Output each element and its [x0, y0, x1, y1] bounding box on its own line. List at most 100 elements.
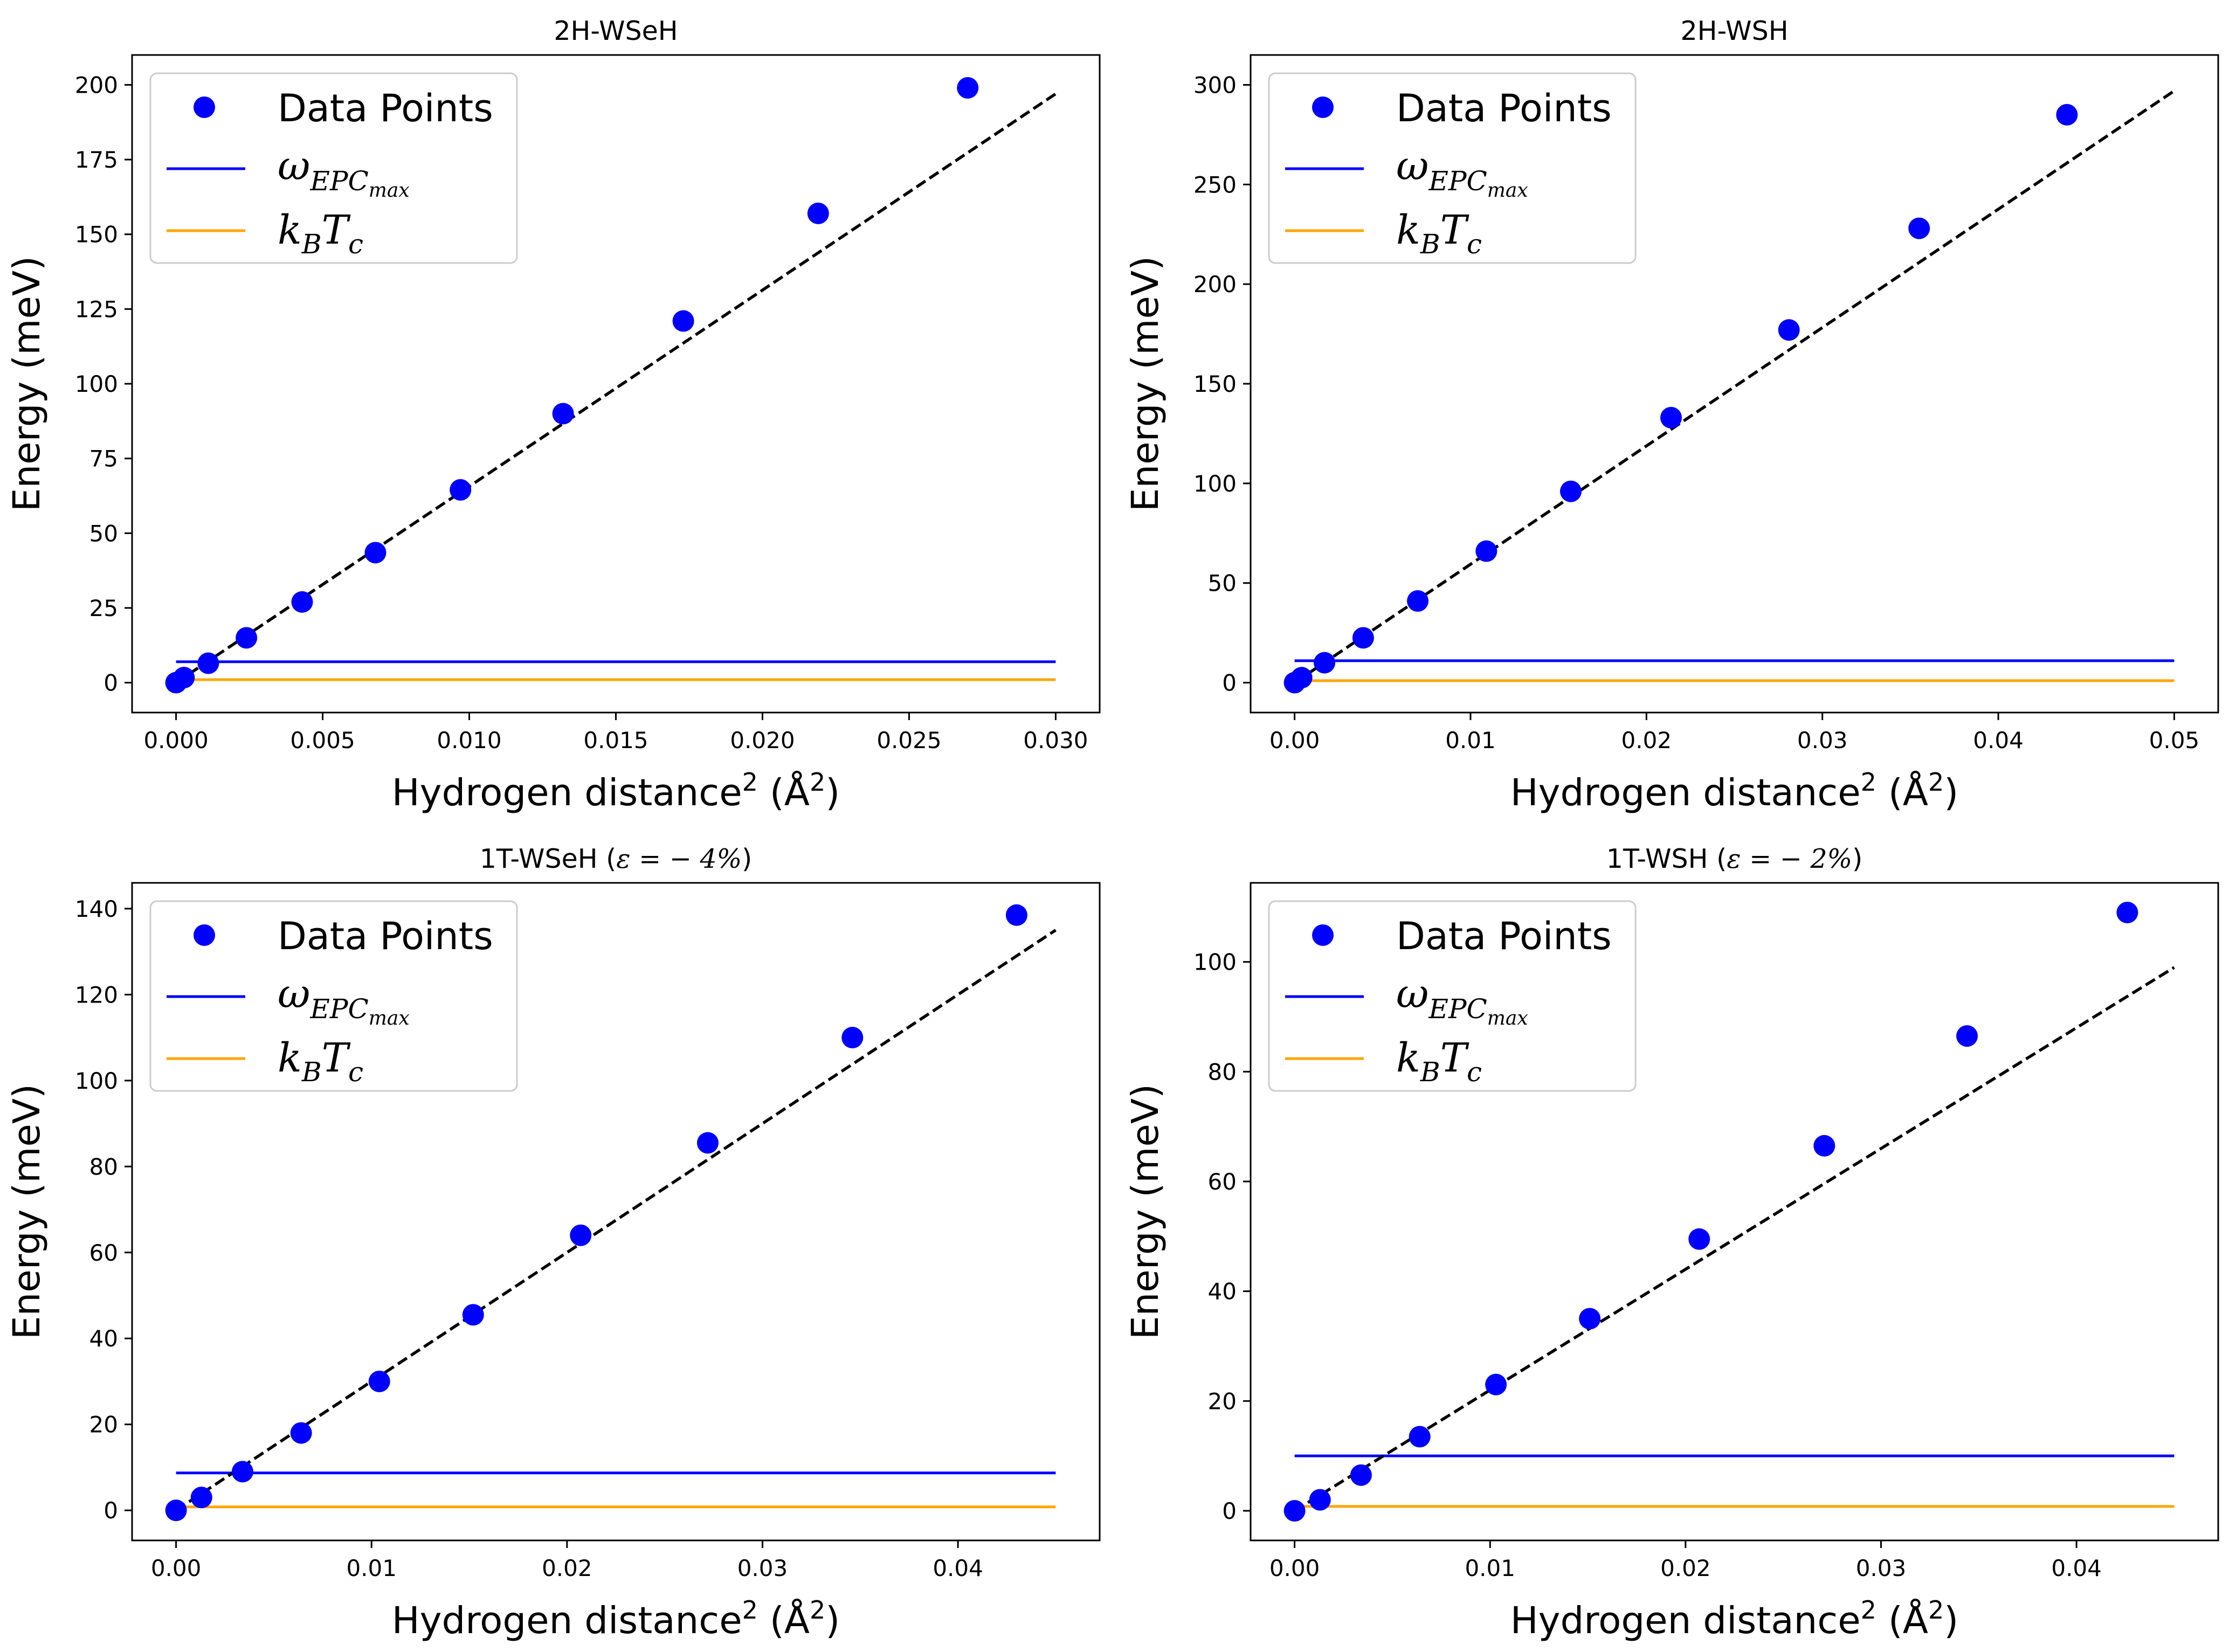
y-tick-label: 140 — [75, 896, 118, 922]
y-tick-label: 60 — [1208, 1169, 1237, 1195]
legend-marker-data-points — [194, 96, 215, 118]
data-point — [696, 1132, 719, 1154]
axes-frame — [1250, 882, 2219, 1542]
y-tick-label: 50 — [89, 520, 118, 547]
legend-t-symbol: T — [322, 207, 351, 253]
legend-label-omega: ωEPCmax — [1396, 143, 1528, 202]
data-point — [290, 1422, 312, 1444]
y-tick-label: 25 — [89, 595, 118, 621]
data-point — [841, 1027, 864, 1049]
y-tick-label: 0 — [1222, 670, 1237, 696]
y-tick-label: 175 — [75, 147, 118, 173]
legend-label-omega: ωEPCmax — [1396, 971, 1528, 1029]
x-axis-label-unit: (Å — [1876, 1598, 1928, 1642]
fit-line — [175, 92, 1057, 684]
data-point — [462, 1304, 484, 1326]
x-axis-label-close: ) — [825, 771, 840, 814]
x-axis-label: Hydrogen distance2 (Å2) — [1510, 768, 1958, 814]
y-tick-label: 300 — [1193, 72, 1237, 98]
plot-area — [1283, 89, 2175, 694]
plot-area — [1283, 901, 2175, 1522]
x-axis-label-sup: 2 — [742, 1595, 758, 1625]
x-axis-label-text: Hydrogen distance — [392, 1599, 742, 1642]
legend-omega-sub: EPC — [309, 993, 368, 1025]
legend-t-symbol: T — [1440, 1035, 1469, 1081]
data-point — [1352, 627, 1374, 649]
y-tick-label: 100 — [1193, 949, 1237, 976]
x-tick-label: 0.05 — [2149, 727, 2200, 754]
x-axis-label: Hydrogen distance2 (Å2) — [392, 768, 840, 814]
legend-omega-sub: EPC — [1428, 993, 1487, 1025]
legend-omega-subsub: max — [369, 1007, 410, 1029]
panel-1: 2H-WSeH 0.000 0.005 0.010 0.015 0.020 0.025 0.0… — [5, 16, 1101, 814]
legend-k-sub: B — [1420, 229, 1440, 260]
x-tick-label: 0.03 — [1797, 727, 1848, 754]
y-tick-label: 100 — [75, 371, 118, 397]
legend-omega-sub: EPC — [1428, 165, 1487, 197]
title-prefix: 1T-WSH ( — [1606, 844, 1727, 874]
y-tick-label: 0 — [103, 670, 118, 696]
data-point — [1778, 319, 1800, 341]
y-tick-label: 200 — [1193, 271, 1237, 298]
x-axis-label: Hydrogen distance2 (Å2) — [1510, 1595, 1958, 1642]
panel-2: 2H-WSH 0.00 0.01 0.02 0.03 0.04 0.05 0 50 100 150 2… — [1124, 16, 2219, 814]
legend-k-symbol: k — [278, 1035, 302, 1081]
x-axis-label-text: Hydrogen distance — [1510, 1599, 1861, 1642]
data-point — [364, 542, 387, 564]
title-prefix: 1T-WSeH ( — [480, 844, 617, 874]
x-axis-label-sup: 2 — [742, 768, 758, 797]
y-axis-label: Energy (meV) — [1124, 1084, 1167, 1339]
data-point — [1559, 480, 1582, 502]
data-point — [2116, 901, 2138, 923]
legend-label-kbtc: kBTc — [1396, 1035, 1482, 1088]
x-tick-label: 0.025 — [877, 727, 941, 754]
legend-marker-data-points — [1312, 96, 1334, 118]
data-point — [1350, 1464, 1372, 1486]
y-tick-label: 60 — [89, 1240, 118, 1266]
data-point — [1407, 590, 1429, 612]
x-tick-label: 0.02 — [1621, 727, 1672, 754]
y-axis-label: Energy (meV) — [1124, 256, 1167, 512]
x-tick-label: 0.03 — [737, 1555, 788, 1581]
y-tick-label: 150 — [1193, 371, 1237, 397]
x-tick-label: 0.00 — [1269, 1555, 1320, 1581]
y-axis-label: Energy (meV) — [5, 1084, 49, 1339]
y-tick-label: 50 — [1208, 570, 1237, 597]
legend-omega-symbol: ω — [1396, 143, 1428, 189]
data-point — [173, 667, 195, 689]
y-tick-label: 20 — [1208, 1388, 1237, 1414]
legend-frame — [149, 900, 518, 1092]
y-tick-label: 40 — [89, 1325, 118, 1352]
data-point — [1309, 1489, 1331, 1511]
chart-title: 2H-WSeH — [554, 16, 678, 46]
x-tick-label: 0.00 — [151, 1555, 202, 1581]
data-point — [190, 1487, 212, 1509]
x-axis-label-text: Hydrogen distance — [392, 771, 742, 814]
axes-frame — [1250, 54, 2219, 714]
y-tick-label: 0 — [103, 1497, 118, 1524]
legend-omega-sub: EPC — [309, 165, 368, 197]
legend-label-omega: ωEPCmax — [278, 143, 410, 202]
panel-4: 1T-WSH (ε = − 2%) 0.00 0.01 0.02 0.03 0.04 0 20… — [1124, 844, 2219, 1642]
legend-frame — [149, 72, 518, 264]
data-point — [1409, 1426, 1431, 1448]
legend-label-kbtc: kBTc — [278, 1035, 363, 1088]
x-axis-label-sup: 2 — [1861, 1595, 1876, 1625]
chart-title: 1T-WSH (ε = − 2%) — [1606, 844, 1862, 874]
legend-label-kbtc: kBTc — [1396, 207, 1482, 260]
data-point — [957, 77, 979, 99]
data-point — [1908, 217, 1930, 239]
data-point — [1813, 1135, 1835, 1157]
x-tick-label: 0.04 — [1973, 727, 2024, 754]
x-tick-label: 0.03 — [1856, 1555, 1907, 1581]
y-tick-label: 100 — [75, 1068, 118, 1094]
y-tick-label: 250 — [1193, 171, 1237, 198]
data-point — [552, 403, 574, 425]
x-tick-label: 0.01 — [1445, 727, 1496, 754]
legend-omega-symbol: ω — [1396, 971, 1428, 1017]
data-point — [1290, 667, 1313, 689]
x-tick-label: 0.020 — [730, 727, 795, 754]
